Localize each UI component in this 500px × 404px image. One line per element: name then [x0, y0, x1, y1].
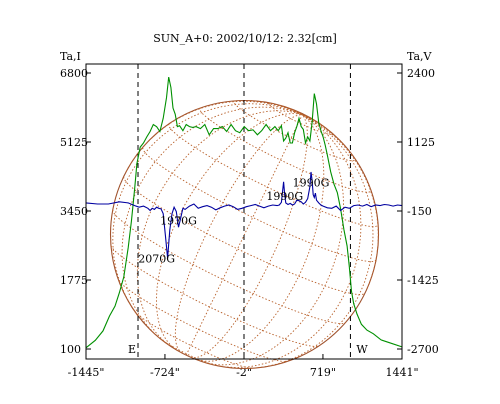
latitude-line	[143, 148, 376, 262]
limb-label: E	[128, 343, 136, 356]
annotation-label: 1970G	[160, 215, 197, 228]
left-tick-label: 100	[60, 343, 81, 356]
annotation-label: 2070G	[138, 252, 175, 265]
x-tick-label: -724"	[150, 366, 180, 379]
annotation-label: 1990G	[293, 177, 330, 190]
latitude-line	[119, 280, 287, 361]
chart-title: SUN_A+0: 2002/10/12: 2.32[cm]	[153, 32, 337, 45]
left-axis-label: Ta,I	[60, 50, 81, 63]
longitude-line	[175, 115, 302, 353]
left-tick-label: 6800	[60, 67, 88, 80]
latitude-line	[135, 312, 252, 369]
right-tick-label: -150	[407, 205, 432, 218]
right-tick-label: 1125	[407, 136, 435, 149]
longitude-line	[195, 115, 324, 362]
x-tick-label: -1445"	[68, 366, 105, 379]
limb-label: W	[356, 343, 368, 356]
left-tick-label: 1775	[60, 274, 88, 287]
right-axis-label: Ta,V	[407, 50, 433, 63]
longitude-line	[157, 114, 303, 351]
longitude-line	[247, 115, 373, 369]
longitude-line	[205, 115, 344, 365]
x-tick-label: 1441"	[385, 366, 418, 379]
longitude-line	[113, 104, 303, 316]
x-tick-label: 719"	[310, 366, 336, 379]
latitude-line	[161, 339, 215, 365]
right-tick-label: 2400	[407, 67, 435, 80]
left-tick-label: 5125	[60, 136, 88, 149]
right-tick-label: -2700	[407, 343, 439, 356]
annotation-label: 1990G	[266, 190, 303, 203]
left-tick-label: 3450	[60, 205, 88, 218]
right-tick-labels: 2400 1125 -150 -1425 -2700	[397, 67, 439, 356]
x-tick-labels: -1445"-724"-2"719"1441"	[68, 354, 419, 379]
right-tick-label: -1425	[407, 274, 439, 287]
longitude-line	[191, 115, 308, 358]
